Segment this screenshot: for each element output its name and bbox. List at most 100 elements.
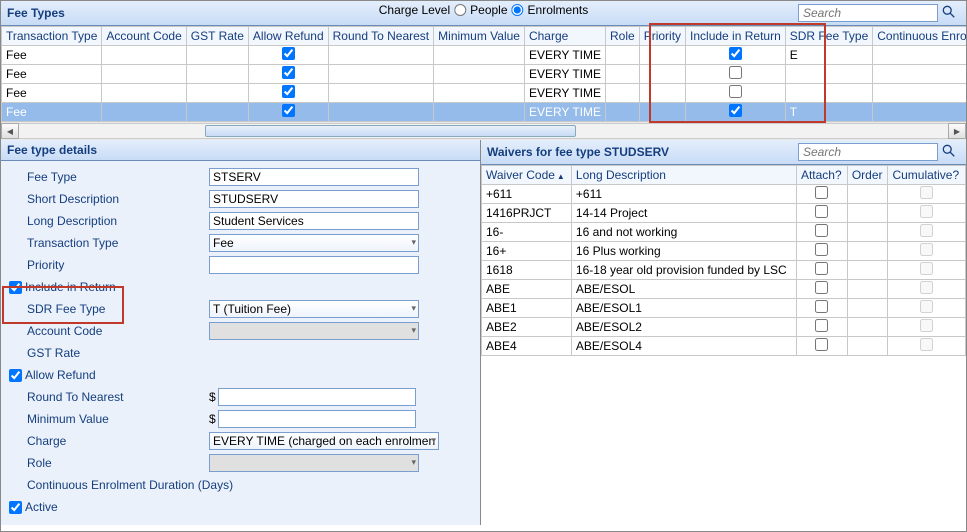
radio-people-label: People (470, 3, 507, 17)
attach-checkbox[interactable] (815, 319, 828, 332)
attach-checkbox[interactable] (815, 186, 828, 199)
column-header[interactable]: Round To Nearest (328, 27, 434, 46)
table-row[interactable]: FeeEVERY TIME (2, 84, 967, 103)
charge-level-group: Charge Level People Enrolments (379, 3, 588, 17)
column-header[interactable]: Include in Return (686, 27, 786, 46)
ced-label: Continuous Enrolment Duration (Days) (9, 478, 239, 492)
table-row[interactable]: ABEABE/ESOL (482, 280, 966, 299)
scroll-left-icon[interactable]: ◀ (1, 123, 19, 139)
table-row[interactable]: 16+16 Plus working (482, 242, 966, 261)
scroll-track[interactable] (19, 123, 948, 139)
table-row[interactable]: FeeEVERY TIME (2, 65, 967, 84)
column-header[interactable]: Long Description (571, 166, 796, 185)
include-cell-checkbox[interactable] (729, 85, 742, 98)
column-header[interactable]: Cumulative? (888, 166, 966, 185)
cumulative-checkbox[interactable] (920, 338, 933, 351)
search-icon[interactable] (938, 144, 960, 161)
column-header[interactable]: GST Rate (186, 27, 248, 46)
allow-refund-cell-checkbox[interactable] (282, 104, 295, 117)
txn-type-label: Transaction Type (9, 236, 209, 250)
include-checkbox[interactable] (9, 281, 22, 294)
active-checkbox[interactable] (9, 501, 22, 514)
table-row[interactable]: 161816-18 year old provision funded by L… (482, 261, 966, 280)
table-row[interactable]: 16-16 and not working (482, 223, 966, 242)
sdr-label: SDR Fee Type (9, 302, 209, 316)
cumulative-checkbox[interactable] (920, 205, 933, 218)
column-header[interactable]: Continuous Enrolment (873, 27, 966, 46)
txn-type-select[interactable]: Fee (209, 234, 419, 252)
search-input[interactable] (798, 4, 938, 22)
priority-field[interactable] (209, 256, 419, 274)
h-scrollbar[interactable]: ◀ ▶ (1, 122, 966, 140)
waivers-search (798, 143, 960, 161)
radio-people[interactable] (454, 4, 466, 16)
allow-refund-cell-checkbox[interactable] (282, 47, 295, 60)
table-row[interactable]: ABE2ABE/ESOL2 (482, 318, 966, 337)
column-header[interactable]: Priority (639, 27, 685, 46)
column-header[interactable]: Transaction Type (2, 27, 102, 46)
table-row[interactable]: FeeEVERY TIMET (2, 103, 967, 122)
table-row[interactable]: FeeEVERY TIMEE (2, 46, 967, 65)
attach-checkbox[interactable] (815, 300, 828, 313)
include-cell-checkbox[interactable] (729, 66, 742, 79)
column-header[interactable]: Order (847, 166, 888, 185)
charge-select[interactable]: EVERY TIME (charged on each enrolment) (209, 432, 439, 450)
allow-refund-cell-checkbox[interactable] (282, 85, 295, 98)
fee-types-grid[interactable]: Transaction TypeAccount CodeGST RateAllo… (1, 26, 966, 122)
min-field[interactable] (218, 410, 416, 428)
lower-split: Fee type details Fee Type Short Descript… (1, 140, 966, 525)
allow-refund-checkbox[interactable] (9, 369, 22, 382)
scroll-right-icon[interactable]: ▶ (948, 123, 966, 139)
attach-checkbox[interactable] (815, 338, 828, 351)
cumulative-checkbox[interactable] (920, 262, 933, 275)
search-input[interactable] (798, 143, 938, 161)
fee-type-field[interactable] (209, 168, 419, 186)
table-row[interactable]: ABE1ABE/ESOL1 (482, 299, 966, 318)
allow-refund-row: Allow Refund (9, 368, 209, 382)
cumulative-checkbox[interactable] (920, 224, 933, 237)
attach-checkbox[interactable] (815, 224, 828, 237)
table-row[interactable]: ABE4ABE/ESOL4 (482, 337, 966, 356)
column-header[interactable]: Attach? (796, 166, 847, 185)
search-icon[interactable] (938, 5, 960, 22)
column-header[interactable]: Account Code (102, 27, 186, 46)
round-label: Round To Nearest (9, 390, 209, 404)
role-label: Role (9, 456, 209, 470)
include-cell-checkbox[interactable] (729, 104, 742, 117)
dollar-sign: $ (209, 390, 216, 404)
column-header[interactable]: Waiver Code▲ (482, 166, 572, 185)
short-desc-field[interactable] (209, 190, 419, 208)
table-row[interactable]: +611+611 (482, 185, 966, 204)
allow-refund-cell-checkbox[interactable] (282, 66, 295, 79)
scroll-thumb[interactable] (205, 125, 577, 137)
acct-select[interactable] (209, 322, 419, 340)
details-body: Fee Type Short Description Long Descript… (1, 161, 480, 525)
attach-checkbox[interactable] (815, 205, 828, 218)
column-header[interactable]: Allow Refund (248, 27, 328, 46)
table-row[interactable]: 1416PRJCT14-14 Project (482, 204, 966, 223)
column-header[interactable]: Charge (524, 27, 605, 46)
cumulative-checkbox[interactable] (920, 243, 933, 256)
cumulative-checkbox[interactable] (920, 319, 933, 332)
attach-checkbox[interactable] (815, 281, 828, 294)
include-cell-checkbox[interactable] (729, 47, 742, 60)
sdr-select[interactable]: T (Tuition Fee) (209, 300, 419, 318)
charge-level-label: Charge Level (379, 3, 450, 17)
cumulative-checkbox[interactable] (920, 281, 933, 294)
waivers-panel: Waivers for fee type STUDSERV Waiver Cod… (481, 140, 966, 525)
fee-types-panel: Fee Types Charge Level People Enrolments… (1, 1, 966, 140)
long-desc-field[interactable] (209, 212, 419, 230)
fee-types-title: Fee Types (7, 6, 65, 20)
role-select[interactable] (209, 454, 419, 472)
attach-checkbox[interactable] (815, 243, 828, 256)
cumulative-checkbox[interactable] (920, 300, 933, 313)
column-header[interactable]: Minimum Value (434, 27, 525, 46)
radio-enrolments[interactable] (512, 4, 524, 16)
column-header[interactable]: SDR Fee Type (785, 27, 872, 46)
cumulative-checkbox[interactable] (920, 186, 933, 199)
round-field[interactable] (218, 388, 416, 406)
column-header[interactable]: Role (606, 27, 640, 46)
attach-checkbox[interactable] (815, 262, 828, 275)
waivers-grid[interactable]: Waiver Code▲Long DescriptionAttach?Order… (481, 165, 966, 525)
details-title: Fee type details (7, 143, 97, 157)
